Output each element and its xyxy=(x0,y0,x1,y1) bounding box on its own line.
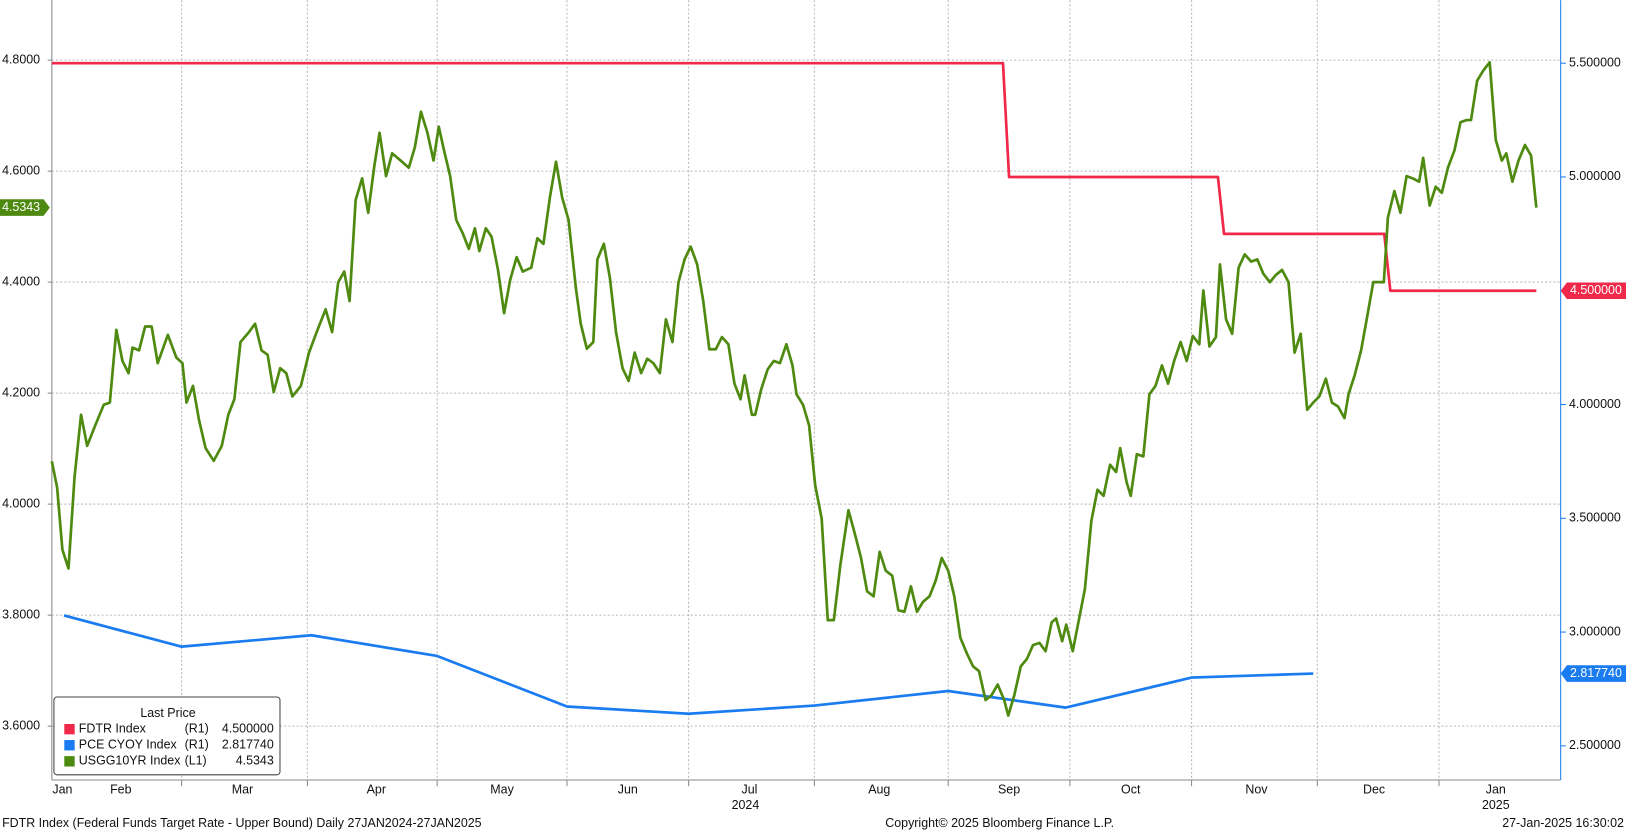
legend-value: 4.5343 xyxy=(236,754,274,768)
year-label: 2025 xyxy=(1482,798,1510,812)
legend-box xyxy=(53,696,281,776)
legend-axis: (R1) xyxy=(185,721,209,735)
footer-right: 27-Jan-2025 16:30:02 xyxy=(1502,816,1624,830)
price-tag-label: 4.5343 xyxy=(2,200,40,214)
y2-tick-label: 3.500000 xyxy=(1569,511,1621,525)
y-tick-label: 4.2000 xyxy=(2,385,40,399)
price-tag-label: 4.500000 xyxy=(1570,283,1622,297)
y-tick-label: 4.4000 xyxy=(2,274,40,288)
x-tick-label: Jun xyxy=(618,783,638,797)
y-tick-label: 3.6000 xyxy=(2,718,40,732)
x-tick-label: Oct xyxy=(1121,783,1141,797)
y2-tick-label: 5.000000 xyxy=(1569,169,1621,183)
legend-axis: (L1) xyxy=(185,754,207,768)
y2-tick-label: 3.000000 xyxy=(1569,624,1621,638)
series-line xyxy=(63,614,1314,716)
x-tick-label: Jan xyxy=(52,783,72,797)
x-tick-label: Sep xyxy=(998,783,1020,797)
legend: Last Price FDTR Index (R1) 4.500000 PCE CYO… xyxy=(53,696,281,776)
labels: 3.6000 3.8000 4.0000 4.2000 4.4000 4.6000 4.80… xyxy=(0,52,1626,812)
year-label: 2024 xyxy=(732,798,760,812)
legend-axis: (R1) xyxy=(185,738,209,752)
x-tick-label: Jan xyxy=(1486,783,1506,797)
series-line xyxy=(51,61,1537,293)
legend-name: USGG10YR Index xyxy=(79,754,181,768)
price-tag xyxy=(1560,282,1626,300)
series xyxy=(50,60,1538,717)
legend-name: FDTR Index xyxy=(79,721,147,735)
x-tick-label: Nov xyxy=(1245,783,1268,797)
x-tick-label: May xyxy=(490,783,514,797)
legend-swatch xyxy=(64,723,75,735)
x-tick-label: Jul xyxy=(742,783,758,797)
y-tick-label: 4.0000 xyxy=(2,496,40,510)
x-tick-label: Mar xyxy=(232,783,253,797)
y2-tick-label: 4.000000 xyxy=(1569,397,1621,411)
y-tick-label: 3.8000 xyxy=(2,607,40,621)
price-tag xyxy=(1560,665,1626,682)
legend-swatch xyxy=(64,756,75,767)
x-tick-label: Aug xyxy=(868,783,890,797)
legend-value: 4.500000 xyxy=(222,721,274,735)
legend-name: PCE CYOY Index xyxy=(79,738,178,752)
x-tick-label: Feb xyxy=(110,783,132,797)
y-tick-label: 4.6000 xyxy=(2,163,40,177)
legend-value: 2.817740 xyxy=(222,738,274,752)
y-tick-label: 4.8000 xyxy=(2,52,40,66)
legend-swatch xyxy=(64,740,75,751)
grid xyxy=(47,0,1566,787)
x-tick-label: Apr xyxy=(367,783,386,797)
series-line xyxy=(50,60,1538,717)
y2-tick-label: 5.500000 xyxy=(1569,55,1621,69)
footer-center: Copyright© 2025 Bloomberg Finance L.P. xyxy=(885,816,1114,830)
footer-left: FDTR Index (Federal Funds Target Rate - … xyxy=(2,816,482,830)
price-tag xyxy=(0,199,50,216)
y2-tick-label: 2.500000 xyxy=(1569,738,1621,752)
price-tag-label: 2.817740 xyxy=(1570,666,1622,680)
legend-title: Last Price xyxy=(140,706,195,720)
x-tick-label: Dec xyxy=(1363,783,1385,797)
